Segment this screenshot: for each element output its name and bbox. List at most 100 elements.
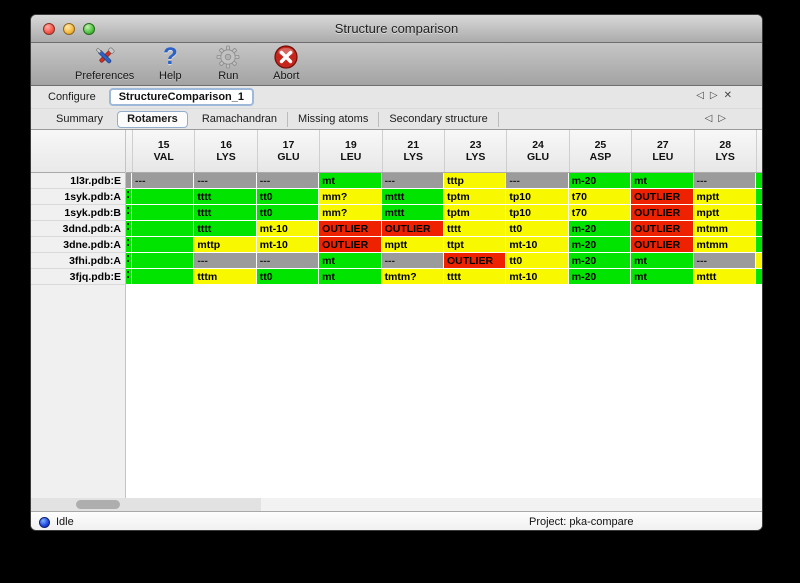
rotamer-cell[interactable]: tttm	[194, 269, 257, 285]
rotamer-cell[interactable]: tt0	[506, 221, 569, 237]
row-label[interactable]: 1syk.pdb:A	[31, 189, 125, 205]
tabs-prev-arrow-button[interactable]: ◁	[704, 113, 713, 124]
column-header-19[interactable]: 19 LEU	[319, 130, 382, 172]
rotamer-cell[interactable]: mt-10	[506, 269, 569, 285]
zoom-window-button[interactable]	[83, 23, 95, 35]
column-header-23[interactable]: 23 LYS	[443, 130, 507, 172]
minimize-window-button[interactable]	[63, 23, 75, 35]
rotamer-cell[interactable]: mt	[319, 269, 382, 285]
column-header-15[interactable]: 15 VAL	[132, 130, 195, 172]
rotamer-cell[interactable]: ---	[256, 253, 320, 269]
rotamer-cell[interactable]: mm?	[319, 189, 382, 205]
rotamer-cell[interactable]: tt0	[506, 253, 569, 269]
rotamer-cell[interactable]: tt0	[256, 269, 320, 285]
help-button[interactable]: ? Help	[148, 44, 192, 83]
close-window-button[interactable]	[43, 23, 55, 35]
column-header-28[interactable]: 28 LYS	[693, 130, 756, 172]
rotamer-cell[interactable]: mttp	[194, 237, 257, 253]
rotamer-cell[interactable]: tptm	[443, 189, 507, 205]
rotamer-cell[interactable]: tp10	[506, 205, 569, 221]
rotamer-cell[interactable]: tt0	[256, 189, 320, 205]
rotamer-cell[interactable]: tttt	[194, 205, 257, 221]
rotamer-cell[interactable]: mptt	[381, 237, 444, 253]
column-header-21[interactable]: 21 LYS	[381, 130, 444, 172]
row-label[interactable]: 3dnd.pdb:A	[31, 221, 125, 237]
column-header-24[interactable]: 24 GLU	[506, 130, 569, 172]
rotamer-cell[interactable]: mt	[631, 173, 694, 189]
rotamer-cell[interactable]: mttt	[693, 269, 756, 285]
rotamer-cell[interactable]: ttpt	[443, 237, 507, 253]
rotamer-cell[interactable]: tttt	[194, 189, 257, 205]
tab-rotamers[interactable]: Rotamers	[117, 110, 188, 128]
rotamer-cell[interactable]: mptt	[693, 189, 756, 205]
rotamer-cell[interactable]: tp10	[506, 189, 569, 205]
rotamer-cell[interactable]: OUTLIER	[319, 221, 382, 237]
rotamer-cell[interactable]	[132, 237, 195, 253]
configure-prev-arrow-button[interactable]: ◁	[696, 90, 704, 101]
horizontal-scrollbar[interactable]	[31, 498, 762, 511]
rotamer-cell[interactable]: ---	[693, 173, 756, 189]
rotamer-cell[interactable]	[132, 205, 195, 221]
row-label[interactable]: 3fhi.pdb:A	[31, 253, 125, 269]
rotamer-cell[interactable]: tttt	[194, 221, 257, 237]
rotamer-cell[interactable]: OUTLIER	[319, 237, 382, 253]
abort-button[interactable]: Abort	[264, 44, 308, 82]
rotamer-cell[interactable]: OUTLIER	[631, 189, 694, 205]
rotamer-cell[interactable]: mt-10	[506, 237, 569, 253]
rotamer-cell[interactable]: OUTLIER	[381, 221, 444, 237]
rotamer-cell[interactable]: tttp	[443, 173, 507, 189]
rotamer-cell[interactable]: OUTLIER	[631, 237, 694, 253]
rotamer-cell[interactable]: OUTLIER	[631, 221, 694, 237]
rotamer-cell[interactable]: ---	[194, 173, 257, 189]
rotamer-cell[interactable]: ---	[506, 173, 569, 189]
rotamer-cell[interactable]: mtmm	[693, 221, 756, 237]
preferences-button[interactable]: Preferences	[75, 44, 134, 82]
column-header-16[interactable]: 16 LYS	[194, 130, 257, 172]
scrollbar-track[interactable]	[31, 498, 261, 511]
rotamer-cell[interactable]: ---	[381, 253, 444, 269]
configure-name-field[interactable]: StructureComparison_1	[108, 88, 255, 106]
rotamer-cell[interactable]: m-20	[568, 173, 632, 189]
rotamer-cell[interactable]	[132, 221, 195, 237]
run-button[interactable]: Run	[206, 44, 250, 82]
rotamer-cell[interactable]: t70	[568, 189, 632, 205]
rotamer-cell[interactable]: mttt	[381, 189, 444, 205]
column-header-27[interactable]: 27 LEU	[631, 130, 694, 172]
rotamer-cell[interactable]: ---	[693, 253, 756, 269]
rotamer-cell[interactable]: tttt	[443, 221, 507, 237]
rotamer-cell[interactable]: mt	[631, 269, 694, 285]
scrollbar-thumb[interactable]	[76, 500, 120, 509]
rotamer-cell[interactable]	[132, 189, 195, 205]
rotamer-cell[interactable]: tptm	[443, 205, 507, 221]
row-label[interactable]: 3fjq.pdb:E	[31, 269, 125, 285]
tab-ramachandran[interactable]: Ramachandran	[192, 111, 289, 127]
column-header-17[interactable]: 17 GLU	[256, 130, 320, 172]
tab-missing-atoms[interactable]: Missing atoms	[288, 111, 380, 127]
rotamer-cell[interactable]: mm?	[319, 205, 382, 221]
rotamer-cell[interactable]: mt	[319, 253, 382, 269]
rotamer-cell[interactable]: t70	[568, 205, 632, 221]
rotamer-cell[interactable]: tmtm?	[381, 269, 444, 285]
tab-summary[interactable]: Summary	[56, 112, 104, 125]
rotamer-cell[interactable]: tt0	[256, 205, 320, 221]
rotamer-cell[interactable]: ---	[194, 253, 257, 269]
rotamer-cell[interactable]: ---	[381, 173, 444, 189]
rotamer-cell[interactable]: mtmm	[693, 237, 756, 253]
rotamer-cell[interactable]: mt	[319, 173, 382, 189]
rotamer-cell[interactable]	[132, 269, 195, 285]
title-bar[interactable]: Structure comparison	[31, 15, 762, 43]
rotamer-cell[interactable]: tttt	[443, 269, 507, 285]
rotamer-cell[interactable]: m-20	[568, 221, 632, 237]
rotamer-cell[interactable]	[132, 253, 195, 269]
rotamer-cell[interactable]: m-20	[568, 269, 632, 285]
rotamer-cell[interactable]: mttt	[381, 205, 444, 221]
rotamer-cell[interactable]: mt-10	[256, 237, 320, 253]
rotamer-cell[interactable]: ---	[132, 173, 195, 189]
column-header-25[interactable]: 25 ASP	[568, 130, 632, 172]
configure-next-arrow-button[interactable]: ▷	[709, 90, 718, 101]
row-label[interactable]: 1syk.pdb:B	[31, 205, 125, 221]
rotamer-cell[interactable]: mt	[631, 253, 694, 269]
tabs-next-arrow-button[interactable]: ▷	[718, 113, 726, 124]
rotamer-cell[interactable]: mptt	[693, 205, 756, 221]
rotamer-cell[interactable]: m-20	[568, 237, 632, 253]
